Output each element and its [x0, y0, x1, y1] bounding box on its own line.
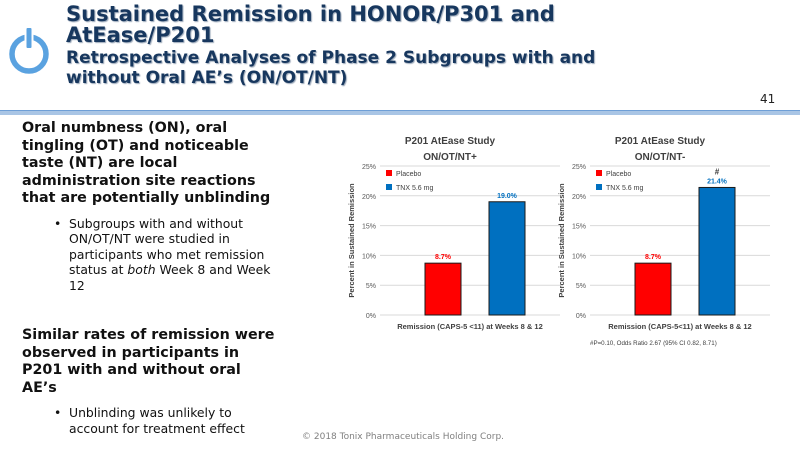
- y-axis-label: Percent in Sustained Remission: [347, 183, 356, 298]
- legend-swatch: [386, 184, 392, 190]
- data-label: 19.0%: [497, 193, 518, 200]
- subtitle-line-2: without Oral AE’s (ON/OT/NT): [66, 68, 348, 88]
- power-button-icon: [9, 26, 49, 74]
- heading-unblinding: Oral numbness (ON), oral tingling (OT) a…: [22, 120, 312, 208]
- chart-subtitle: ON/OT/NT-: [635, 152, 686, 163]
- y-tick-label: 0%: [576, 313, 586, 320]
- body-text: Oral numbness (ON), oral tingling (OT) a…: [22, 120, 312, 436]
- chart-on-ot-nt-positive: P201 AtEase Study ON/OT/NT+ 0% 5% 10% 15% 20% 2…: [347, 136, 560, 331]
- significance-marker: #: [715, 167, 720, 176]
- chart-footnote: #P=0.10, Odds Ratio 2.67 (95% CI 0.82, 8…: [590, 340, 717, 347]
- heading-similar-rates: Similar rates of remission were observed…: [22, 327, 312, 397]
- data-label: 21.4%: [707, 178, 728, 185]
- heading-line: Similar rates of remission were: [22, 327, 275, 343]
- heading-line: P201 with and without oral: [22, 362, 241, 378]
- bullet-line: status at: [69, 262, 128, 277]
- bullet-marker: •: [54, 405, 62, 420]
- bullet-line: 12: [69, 277, 85, 293]
- y-tick-label: 0%: [366, 313, 376, 320]
- title-line-1: Sustained Remission in HONOR/P301 and: [66, 2, 555, 26]
- y-tick-label: 10%: [362, 253, 376, 260]
- slide-title: Sustained Remission in HONOR/P301 and At…: [66, 2, 776, 89]
- y-tick-label: 15%: [572, 224, 586, 231]
- chart-title: P201 AtEase Study: [405, 136, 496, 147]
- legend-label: TNX 5.6 mg: [606, 185, 643, 192]
- y-tick-label: 25%: [362, 164, 376, 171]
- subtitle-line-1: Retrospective Analyses of Phase 2 Subgro…: [66, 48, 596, 68]
- legend-swatch: [386, 170, 392, 176]
- y-tick-label: 20%: [572, 194, 586, 201]
- legend-swatch: [596, 170, 602, 176]
- y-tick-label: 20%: [362, 194, 376, 201]
- chart-subtitle: ON/OT/NT+: [423, 152, 477, 163]
- bullet-line: account for treatment effect: [69, 420, 245, 436]
- heading-line: tingling (OT) and noticeable: [22, 137, 249, 154]
- chart-title: P201 AtEase Study: [615, 136, 706, 147]
- legend-label: Placebo: [396, 171, 421, 178]
- header-divider: [0, 110, 800, 115]
- bar-tnx-5-6-mg: [488, 201, 526, 316]
- copyright-footer: © 2018 Tonix Pharmaceuticals Holding Cor…: [302, 432, 505, 442]
- bar-placebo: [424, 262, 462, 316]
- x-axis-label: Remission (CAPS-5 <11) at Weeks 8 & 12: [397, 322, 543, 331]
- data-label: 8.7%: [645, 254, 662, 261]
- y-tick-label: 5%: [366, 283, 376, 290]
- legend-label: TNX 5.6 mg: [396, 185, 433, 192]
- title-line-2: AtEase/P201: [66, 23, 215, 47]
- heading-line: administration site reactions: [22, 172, 256, 189]
- chart-on-ot-nt-negative: P201 AtEase Study ON/OT/NT- 0% 5% 10% 15% 20% 2…: [557, 136, 770, 347]
- heading-line: that are potentially unblinding: [22, 190, 271, 206]
- bullet-line: Unblinding was unlikely to: [69, 405, 232, 420]
- y-tick-label: 15%: [362, 224, 376, 231]
- y-tick-label: 25%: [572, 164, 586, 171]
- bullet-line: Week 8 and Week: [155, 262, 271, 277]
- y-tick-label: 5%: [576, 283, 586, 290]
- bar-tnx-5-6-mg: [698, 186, 736, 316]
- bullet-subgroups: • Subgroups with and without ON/OT/NT we…: [54, 216, 312, 294]
- bullet-line: participants who met remission: [69, 246, 265, 262]
- legend-label: Placebo: [606, 171, 631, 178]
- bullet-unblinding: • Unblinding was unlikely to account for…: [54, 405, 312, 436]
- bullet-line: Subgroups with and without: [69, 215, 244, 231]
- y-axis-label: Percent in Sustained Remission: [557, 183, 566, 298]
- bullet-line: ON/OT/NT were studied in: [69, 231, 230, 246]
- legend-swatch: [596, 184, 602, 190]
- heading-line: AE’s: [22, 379, 57, 396]
- x-axis-label: Remission (CAPS-5<11) at Weeks 8 & 12: [608, 322, 751, 331]
- y-tick-label: 10%: [572, 253, 586, 260]
- bullet-marker: •: [54, 215, 62, 231]
- heading-line: observed in participants in: [22, 344, 240, 361]
- page-number: 41: [760, 92, 776, 106]
- data-label: 8.7%: [435, 254, 452, 261]
- bar-placebo: [634, 262, 672, 316]
- heading-line: taste (NT) are local: [22, 155, 178, 171]
- heading-line: Oral numbness (ON), oral: [22, 120, 228, 136]
- bullet-emphasis: both: [127, 262, 156, 277]
